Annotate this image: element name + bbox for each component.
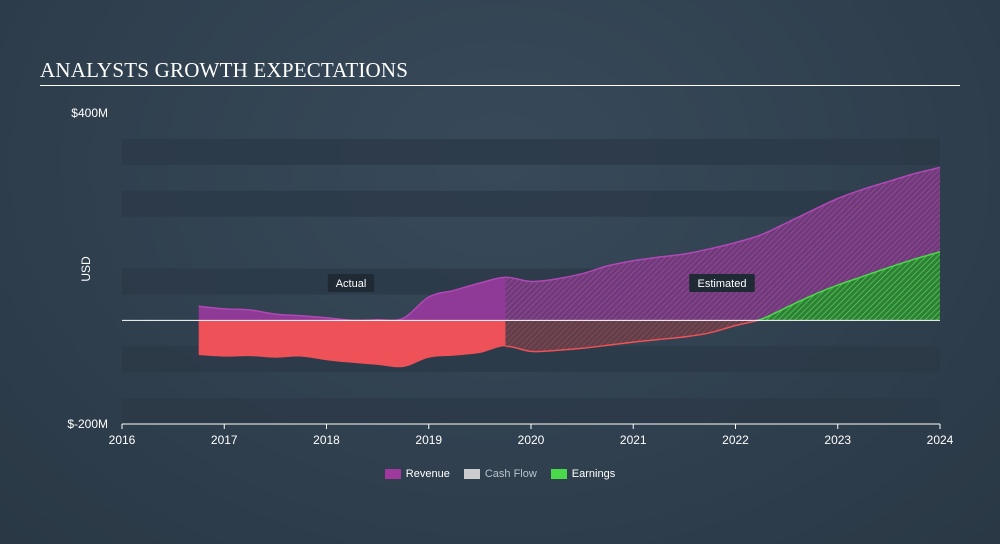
x-tick-label-2020: 2020 [518,433,545,447]
legend: Revenue Cash Flow Earnings [0,468,1000,480]
earnings-area-estimated-negative [505,320,758,352]
y-tick-label-0: $400M [71,106,108,120]
x-tick-label-2019: 2019 [415,433,442,447]
x-tick-label-2018: 2018 [313,433,340,447]
x-tick-label-2024: 2024 [927,433,954,447]
earnings-area-estimated-positive [505,251,940,321]
legend-item-earnings[interactable]: Earnings [550,468,616,480]
actual-label: Actual [336,278,367,290]
estimated-label-bg [689,274,755,292]
earnings-actual-group [198,320,506,368]
revenue-area-actual [198,277,506,321]
earnings-line-negative [505,320,761,353]
legend-label-earnings: Earnings [571,468,616,480]
x-tick-label-2017: 2017 [211,433,238,447]
actual-label-bg [327,274,375,292]
legend-swatch-earnings [550,469,567,479]
legend-swatch-cash-flow [463,469,480,479]
y-tick-label-1: $-200M [67,417,108,431]
grid-band-4 [122,398,940,424]
title-divider [40,85,960,86]
legend-item-revenue[interactable]: Revenue [384,468,450,480]
y-axis-label: USD [79,256,93,282]
earnings-estimated-group [505,251,941,353]
grid-band-1 [122,190,940,217]
estimated-label-group: Estimated [689,274,755,292]
x-tick-label-2022: 2022 [722,433,749,447]
x-tick-label-2023: 2023 [824,433,851,447]
actual-label-group: Actual [327,274,375,292]
grid-band-0 [122,138,940,165]
legend-swatch-revenue [384,469,401,479]
x-tick-label-2016: 2016 [109,433,136,447]
earnings-estimated-positive-group [505,251,941,321]
revenue-line [198,166,941,322]
chart-title: ANALYSTS GROWTH EXPECTATIONS [40,58,409,82]
x-tick-label-2021: 2021 [620,433,647,447]
earnings-area-actual [198,320,506,368]
legend-label-revenue: Revenue [405,468,450,480]
estimated-label: Estimated [698,278,747,290]
revenue-area-estimated [505,167,940,321]
legend-label-cash-flow: Cash Flow [484,468,537,480]
legend-item-cash-flow[interactable]: Cash Flow [463,468,537,480]
earnings-line-positive [755,251,941,321]
earnings-estimated-negative-group [505,320,761,353]
